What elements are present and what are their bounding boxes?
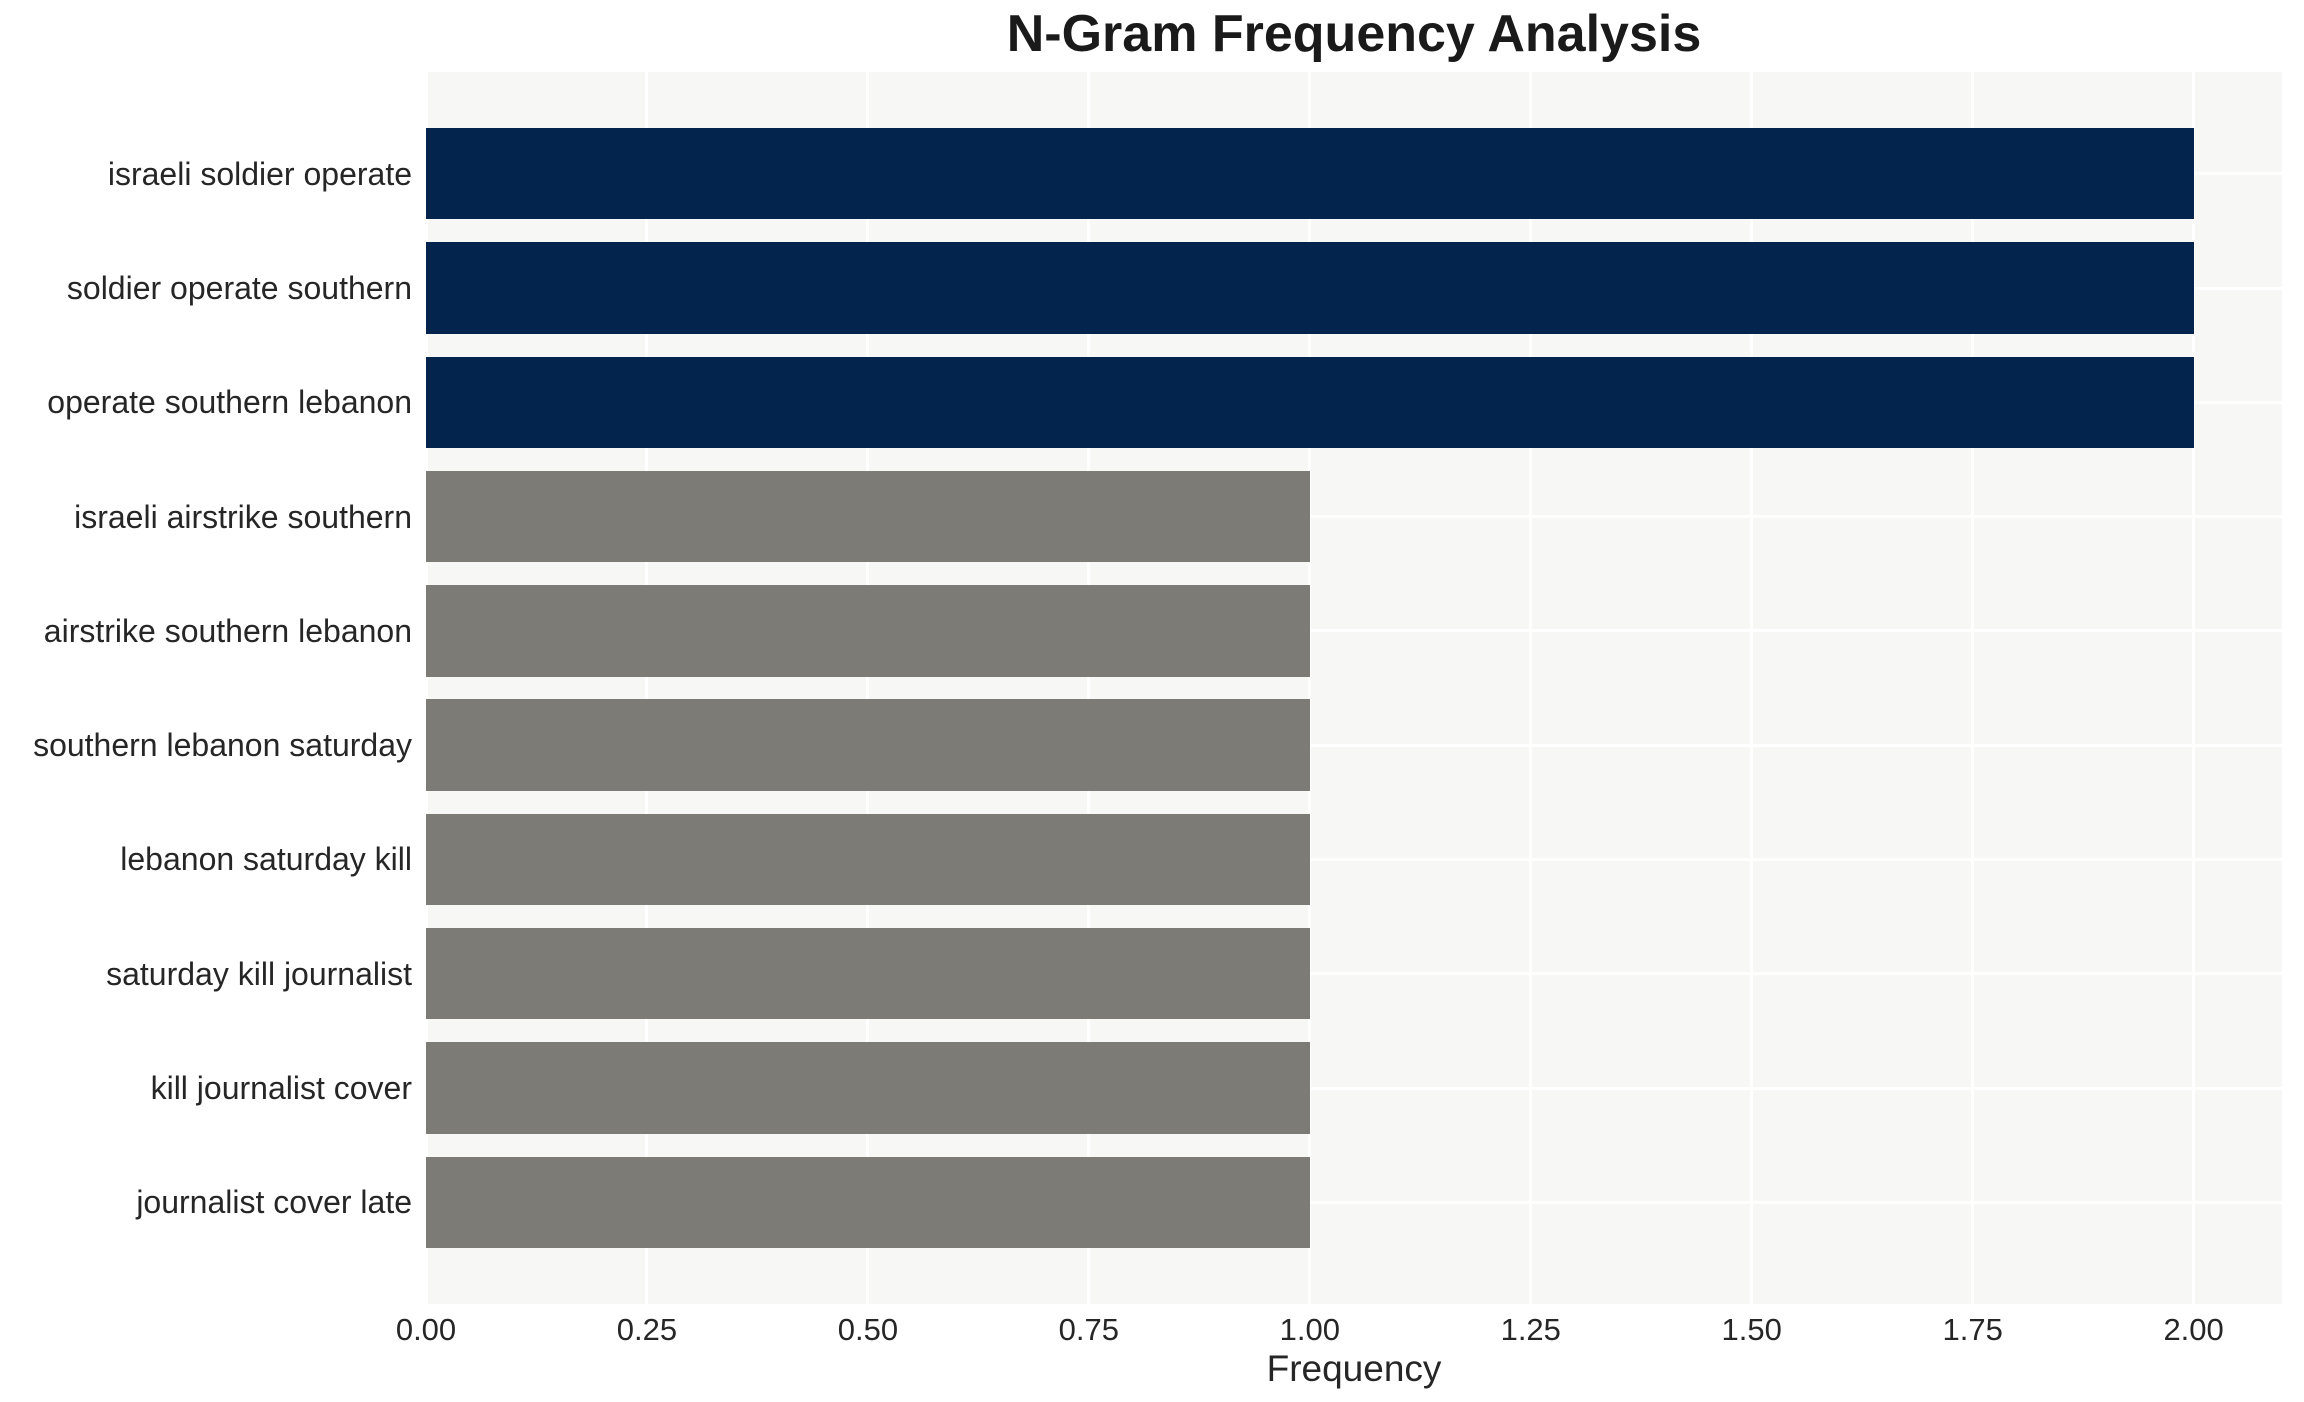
- gridline-horizontal: [426, 629, 2282, 633]
- x-tick-label: 2.00: [2163, 1312, 2224, 1347]
- gridline-vertical: [424, 72, 428, 1304]
- gridline-vertical: [866, 72, 870, 1304]
- gridline-horizontal: [426, 515, 2282, 519]
- x-tick-label: 1.75: [1942, 1312, 2003, 1347]
- gridline-horizontal: [426, 743, 2282, 747]
- gridline-horizontal: [426, 1086, 2282, 1090]
- bar-airstrike-southern-lebanon: [426, 585, 1310, 677]
- bar-journalist-cover-late: [426, 1156, 1310, 1248]
- gridline-vertical: [1750, 72, 1754, 1304]
- bar-soldier-operate-southern: [426, 242, 2194, 334]
- y-tick-label: journalist cover late: [136, 1184, 412, 1221]
- bar-israeli-airstrike-southern: [426, 470, 1310, 563]
- chart-title: N-Gram Frequency Analysis: [1006, 5, 1702, 63]
- y-tick-label: israeli airstrike southern: [74, 498, 412, 535]
- gridline-vertical: [1529, 72, 1533, 1304]
- gridline-vertical: [1971, 72, 1975, 1304]
- gridline-vertical: [2192, 72, 2196, 1304]
- gridline-vertical: [1087, 72, 1091, 1304]
- x-axis-title: Frequency: [1266, 1348, 1442, 1389]
- y-tick-label: soldier operate southern: [66, 270, 412, 306]
- bar-israeli-soldier-operate: [426, 128, 2194, 220]
- gridline-vertical: [1308, 72, 1312, 1304]
- y-tick-label: kill journalist cover: [150, 1070, 412, 1106]
- gridline-horizontal: [426, 972, 2282, 976]
- x-tick-label: 0.00: [395, 1312, 457, 1347]
- y-tick-label: lebanon saturday kill: [120, 841, 412, 878]
- bar-southern-lebanon-saturday: [426, 699, 1310, 791]
- x-tick-label: 0.50: [837, 1312, 899, 1347]
- bar-lebanon-saturday-kill: [426, 813, 1310, 906]
- bar-operate-southern-lebanon: [426, 356, 2194, 448]
- gridline-vertical: [645, 72, 649, 1304]
- plot-area: [424, 72, 2282, 1304]
- y-tick-label: operate southern lebanon: [47, 384, 412, 421]
- bar-saturday-kill-journalist: [426, 928, 1310, 1020]
- gridline-horizontal: [426, 857, 2282, 861]
- y-tick-label: saturday kill journalist: [106, 955, 412, 992]
- x-tick-label: 1.25: [1500, 1312, 1561, 1347]
- y-tick-label: southern lebanon saturday: [33, 727, 412, 764]
- gridline-horizontal: [426, 1200, 2282, 1204]
- y-tick-label: airstrike southern lebanon: [43, 612, 412, 649]
- y-tick-label: israeli soldier operate: [107, 155, 412, 192]
- bar-kill-journalist-cover: [426, 1042, 1310, 1134]
- x-tick-label: 1.50: [1721, 1312, 1782, 1347]
- x-tick-label: 1.00: [1279, 1312, 1340, 1347]
- x-tick-label: 0.75: [1058, 1312, 1120, 1347]
- x-tick-label: 0.25: [616, 1312, 678, 1347]
